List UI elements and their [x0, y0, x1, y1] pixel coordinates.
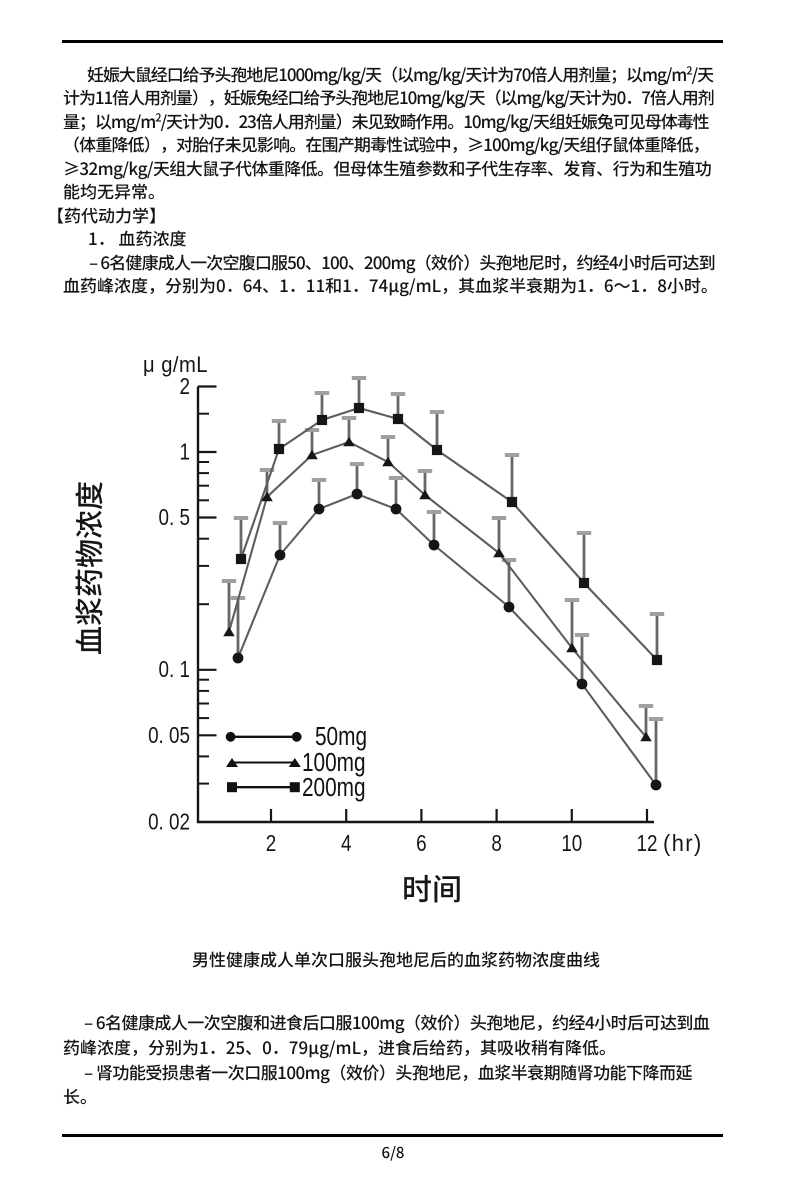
svg-text:6: 6 — [416, 831, 426, 856]
svg-text:0. 02: 0. 02 — [148, 810, 190, 835]
svg-text:0. 05: 0. 05 — [148, 723, 190, 748]
svg-text:100mg: 100mg — [302, 748, 366, 777]
svg-text:2: 2 — [266, 831, 276, 856]
svg-text:0. 5: 0. 5 — [159, 505, 190, 530]
svg-text:4: 4 — [341, 831, 352, 856]
svg-text:(hr): (hr) — [663, 830, 703, 856]
svg-text:12: 12 — [637, 831, 658, 856]
svg-text:时间: 时间 — [402, 865, 462, 909]
svg-text:10: 10 — [561, 831, 582, 856]
svg-text:μ g/mL: μ g/mL — [143, 353, 208, 377]
svg-text:0. 1: 0. 1 — [159, 658, 190, 683]
svg-text:1: 1 — [180, 440, 190, 465]
svg-text:2: 2 — [180, 374, 190, 399]
svg-text:血浆药物浓度: 血浆药物浓度 — [67, 481, 109, 655]
svg-text:50mg: 50mg — [315, 722, 367, 751]
svg-text:200mg: 200mg — [302, 773, 366, 802]
svg-text:8: 8 — [491, 831, 501, 856]
